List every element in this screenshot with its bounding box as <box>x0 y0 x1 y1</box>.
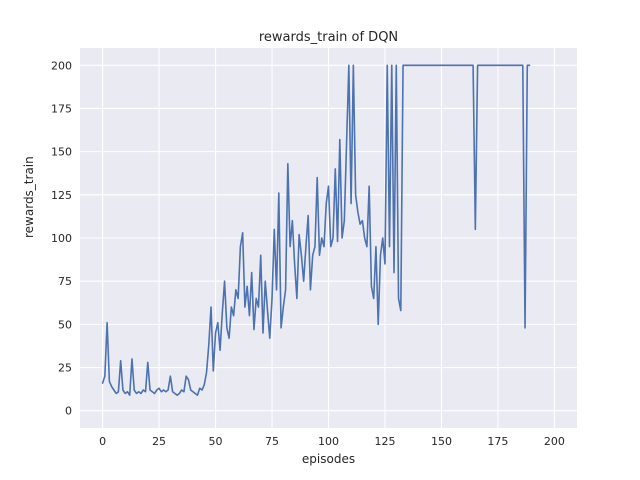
y-tick-label: 75 <box>58 275 72 288</box>
x-tick-label: 175 <box>487 435 508 448</box>
x-tick-label: 150 <box>431 435 452 448</box>
y-tick-label: 150 <box>51 146 72 159</box>
x-axis-label: episodes <box>301 452 356 466</box>
y-tick-label: 50 <box>58 318 72 331</box>
chart-title: rewards_train of DQN <box>258 30 399 45</box>
y-tick-label: 25 <box>58 362 72 375</box>
y-tick-label: 200 <box>51 59 72 72</box>
y-tick-label: 125 <box>51 189 72 202</box>
x-tick-label: 50 <box>209 435 223 448</box>
y-tick-label: 100 <box>51 232 72 245</box>
y-tick-label: 175 <box>51 102 72 115</box>
y-tick-label: 0 <box>65 405 72 418</box>
x-tick-label: 0 <box>99 435 106 448</box>
x-tick-label: 75 <box>265 435 279 448</box>
x-tick-label: 200 <box>544 435 565 448</box>
x-tick-label: 25 <box>152 435 166 448</box>
data-line-rewards-train <box>101 64 531 396</box>
x-tick-label: 100 <box>318 435 339 448</box>
x-tick-label: 125 <box>374 435 395 448</box>
